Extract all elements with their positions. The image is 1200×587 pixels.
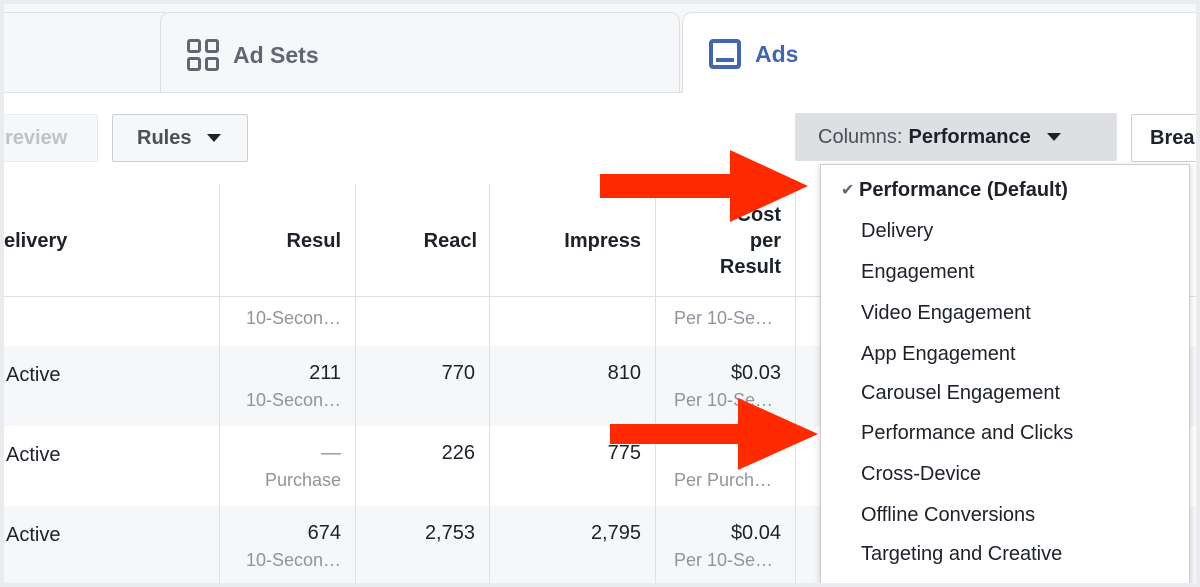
- tab-campaigns[interactable]: [4, 12, 174, 92]
- chevron-down-icon: [1046, 133, 1061, 141]
- ad-sets-grid-icon: [187, 39, 219, 71]
- tab-ads[interactable]: Ads: [682, 12, 1196, 93]
- column-header-cost-per-result[interactable]: Cost per Result: [656, 184, 796, 296]
- annotation-arrow-icon: [600, 150, 808, 222]
- columns-dropdown-menu: ✔ Performance (Default) Delivery Engagem…: [820, 164, 1190, 583]
- delivery-status: Active: [6, 524, 61, 546]
- rules-button-label: Rules: [137, 126, 192, 149]
- column-header-impressions[interactable]: Impress: [490, 184, 656, 296]
- menu-item-cross-device[interactable]: Cross-Device: [861, 463, 982, 485]
- column-header-results[interactable]: Resul: [220, 184, 356, 296]
- annotation-arrow-icon: [610, 398, 818, 470]
- ads-icon: [709, 39, 741, 69]
- table-row[interactable]: Active — Purchase 226 775 Per Purch…: [4, 426, 1196, 506]
- columns-prefix-label: Columns:: [818, 125, 903, 148]
- delivery-status: Active: [6, 364, 61, 386]
- menu-item-delivery[interactable]: Delivery: [861, 220, 934, 242]
- menu-item-carousel-engagement[interactable]: Carousel Engagement: [861, 382, 1061, 404]
- menu-item-performance-and-clicks[interactable]: Performance and Clicks: [861, 422, 1074, 444]
- menu-item-targeting-and-creative[interactable]: Targeting and Creative: [861, 543, 1063, 565]
- breakdown-button[interactable]: Brea: [1131, 114, 1196, 162]
- column-header-reach[interactable]: Reacl: [356, 184, 490, 296]
- preview-button[interactable]: review: [4, 114, 98, 162]
- menu-item-app-engagement[interactable]: App Engagement: [861, 343, 1016, 365]
- checkmark-icon: ✔: [841, 182, 855, 199]
- ads-manager-frame: Ad Sets Ads review Rules Columns: Perfor…: [4, 4, 1196, 583]
- menu-item-performance-default[interactable]: ✔ Performance (Default): [841, 179, 1068, 201]
- tab-ads-label: Ads: [755, 40, 799, 67]
- menu-item-offline-conversions[interactable]: Offline Conversions: [861, 504, 1036, 526]
- level-tab-bar: Ad Sets Ads: [4, 4, 1196, 93]
- breakdown-button-label: Brea: [1150, 126, 1195, 149]
- chevron-down-icon: [207, 134, 222, 142]
- tab-ad-sets-label: Ad Sets: [233, 41, 319, 68]
- table-row[interactable]: 10-Secon… Per 10-Se…: [4, 296, 1196, 346]
- columns-value-label: Performance: [908, 125, 1031, 148]
- column-header-delivery[interactable]: elivery: [4, 184, 220, 296]
- tab-ad-sets[interactable]: Ad Sets: [160, 12, 680, 92]
- delivery-status: Active: [6, 444, 61, 466]
- preview-button-label: review: [5, 126, 68, 149]
- rules-button[interactable]: Rules: [112, 114, 248, 162]
- menu-item-video-engagement[interactable]: Video Engagement: [861, 302, 1031, 324]
- columns-dropdown-button[interactable]: Columns: Performance: [795, 113, 1117, 161]
- menu-item-engagement[interactable]: Engagement: [861, 261, 975, 283]
